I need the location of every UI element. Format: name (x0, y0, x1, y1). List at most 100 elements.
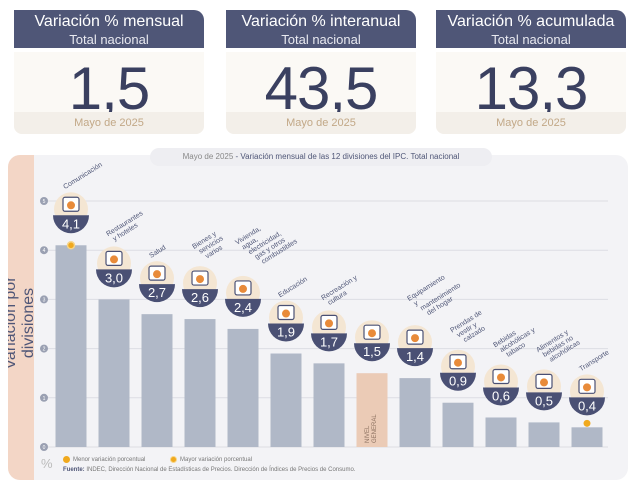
category-icon-accent (368, 329, 376, 338)
value-label: 0,5 (535, 393, 553, 408)
category-icon-accent (497, 373, 505, 382)
card-title: Variación % acumulada (447, 13, 615, 30)
bar-category-label: Salud (148, 244, 167, 259)
value-label: 4,1 (62, 216, 80, 231)
category-icon-accent (411, 334, 419, 343)
value-badge (569, 397, 605, 416)
card-value: 13,3 (474, 55, 589, 122)
bar-category-label: Prendas devestir ycalzado (449, 309, 491, 347)
label-line: Comunicación (62, 161, 103, 190)
chart-title-text: - Variación mensual de las 12 divisiones… (233, 152, 460, 161)
value-label: 2,7 (148, 285, 166, 300)
category-icon-accent (153, 270, 161, 279)
label-line: NIVEL (365, 425, 371, 443)
bar (227, 328, 259, 447)
value-badge (53, 215, 89, 234)
card-subtitle: Total nacional (281, 32, 361, 47)
card-title: Variación % interanual (241, 13, 401, 30)
y-tick-marker (40, 443, 48, 451)
bar (485, 417, 517, 447)
bar-category-label: NIVELGENERAL (365, 414, 378, 443)
ylabel-strip (8, 155, 34, 480)
source-note: Fuente: INDEC, Dirección Nacional de Est… (63, 467, 355, 473)
card-subtitle: Total nacional (491, 32, 571, 47)
min-marker (583, 419, 591, 427)
y-tick-marker (40, 344, 48, 353)
chart-title: Mayo de 2025 - Variación mensual de las … (150, 148, 492, 166)
category-icon-accent (196, 275, 204, 284)
bar (270, 353, 302, 447)
bar (528, 422, 560, 447)
card-monthly: Variación % mensual Total nacional 1,5 May… (14, 10, 204, 134)
bar (141, 314, 173, 447)
y-tick-label: 0 (43, 445, 46, 451)
label-line: Educación (277, 276, 309, 299)
bar (399, 378, 431, 447)
card-value: 1,5 (68, 55, 150, 122)
bar (98, 299, 130, 447)
value-badge (526, 392, 562, 411)
legend-min-marker (63, 456, 70, 463)
y-tick-label: 4 (43, 248, 46, 254)
y-tick-marker (40, 393, 48, 402)
value-badge (96, 269, 132, 288)
bar-category-label: Bebidasalcohólicas ytabaco (492, 320, 541, 362)
bar (442, 402, 474, 447)
y-tick-label: 5 (43, 199, 46, 205)
value-badge (397, 348, 433, 367)
y-unit: % (41, 456, 53, 471)
value-label: 1,4 (406, 349, 424, 364)
value-badge (483, 387, 519, 406)
y-tick-marker (40, 197, 48, 205)
legend-max: Mayor variación porcentual (170, 456, 252, 463)
bar-category-label: Alimentos ybebidas noalcohólicas (535, 326, 582, 366)
value-badge (440, 372, 476, 391)
chart-title-date: Mayo de 2025 (182, 152, 234, 161)
card-title: Variación % mensual (34, 13, 184, 30)
bar-category-label: Bienes yserviciosvarios (191, 229, 229, 264)
card-date: Mayo de 2025 (14, 112, 204, 134)
category-icon-accent (540, 378, 548, 387)
y-tick-label: 3 (43, 297, 46, 303)
bar-category-label: Restaurantesy hoteles (105, 210, 148, 245)
card-accumulated: Variación % acumulada Total nacional 13,3… (436, 10, 626, 134)
bar (184, 319, 216, 447)
label-line: GENERAL (372, 414, 378, 443)
value-label: 2,6 (191, 290, 209, 305)
value-badge (311, 333, 347, 352)
bar (356, 373, 388, 447)
value-badge (354, 343, 390, 362)
label-line: Transporte (578, 349, 610, 373)
bar (571, 427, 603, 447)
label-line: Salud (148, 244, 167, 259)
bar-category-label: Vivienda,agua,electricidad,gas y otrosco… (234, 212, 299, 272)
bar-category-label: Transporte (578, 349, 610, 373)
value-label: 2,4 (234, 300, 252, 315)
legend-max-marker (170, 456, 177, 463)
bar-category-label: Comunicación (62, 161, 103, 190)
bar (313, 363, 345, 447)
legend-min: Menor variación porcentual (63, 456, 145, 463)
category-icon-accent (454, 358, 462, 367)
value-badge (225, 298, 261, 317)
card-date: Mayo de 2025 (226, 112, 416, 134)
value-label: 0,4 (578, 398, 596, 413)
value-label: 1,9 (277, 325, 295, 340)
card-date: Mayo de 2025 (436, 112, 626, 134)
bar (55, 245, 87, 447)
value-badge (182, 289, 218, 308)
card-value: 43,5 (264, 55, 379, 122)
y-tick-label: 1 (43, 396, 46, 402)
value-label: 1,5 (363, 344, 381, 359)
category-icon-accent (325, 319, 333, 328)
y-tick-marker (40, 295, 48, 304)
bar-category-label: Equipamientoymantenimientodel hogar (406, 269, 466, 322)
source-label: Fuente: (63, 467, 85, 473)
legend-max-label: Mayor variación porcentual (180, 457, 253, 464)
category-icon-accent (110, 255, 118, 264)
category-icon-accent (239, 284, 247, 293)
legend-min-label: Menor variación porcentual (73, 457, 146, 464)
category-icon-accent (67, 201, 75, 210)
category-icon-accent (583, 383, 591, 392)
